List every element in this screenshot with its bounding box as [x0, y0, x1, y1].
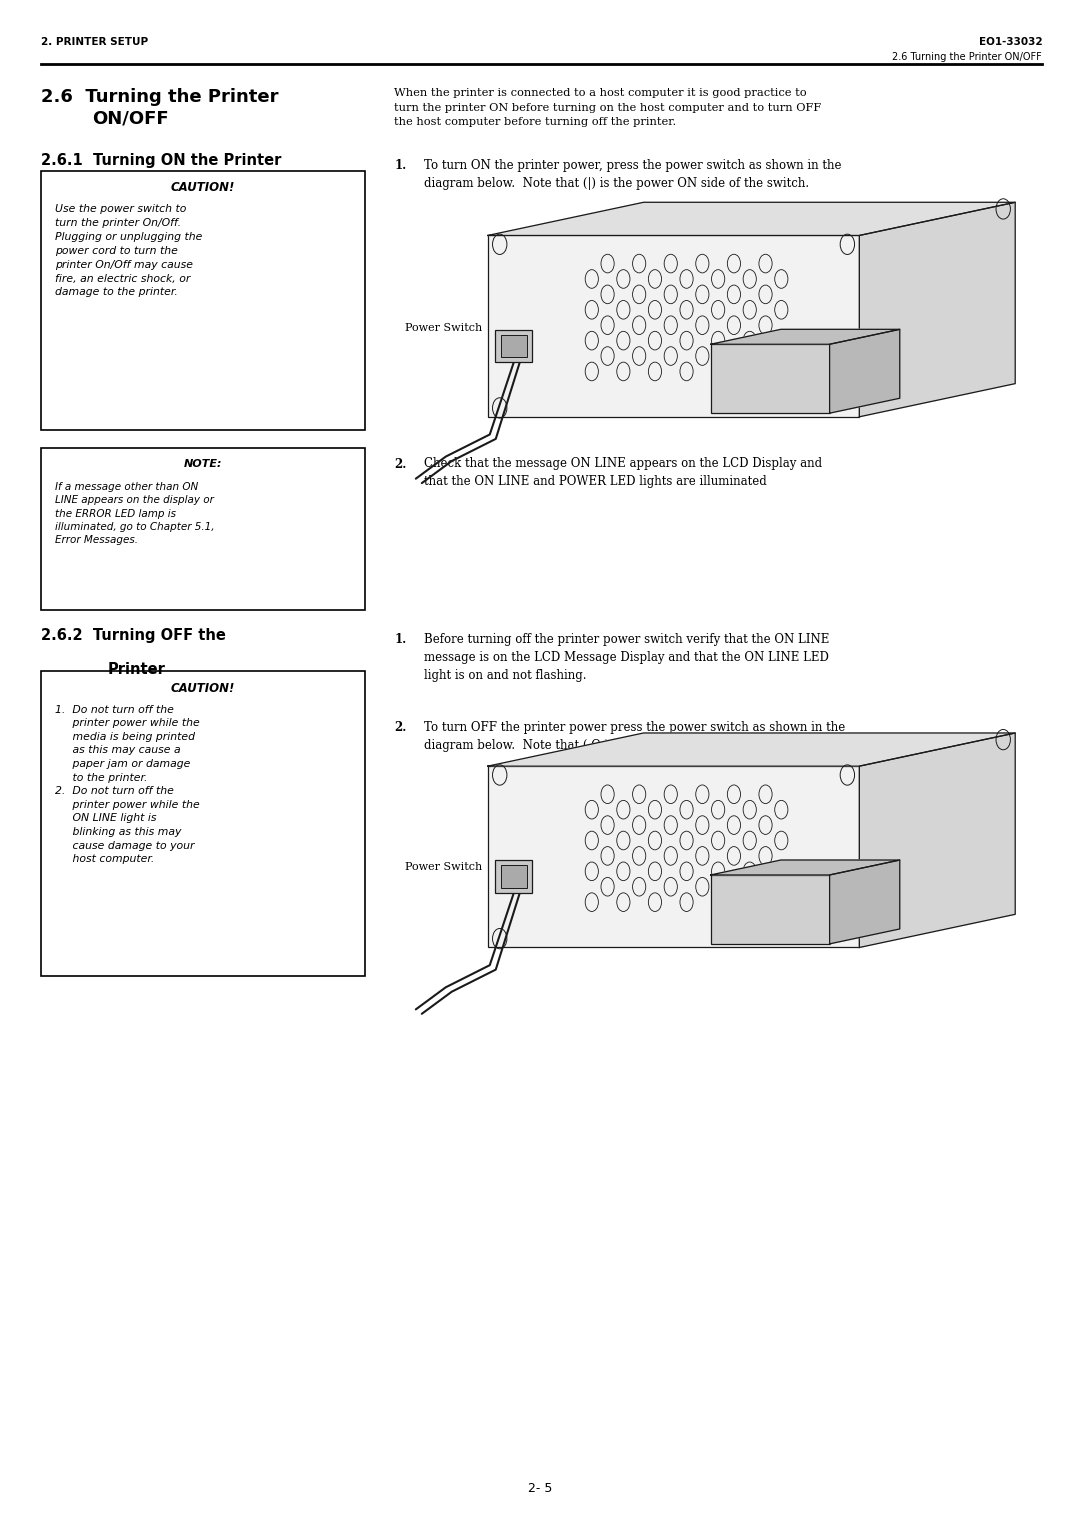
Text: NOTE:: NOTE: — [184, 459, 222, 470]
Text: To turn ON the printer power, press the power switch as shown in the
diagram bel: To turn ON the printer power, press the … — [424, 159, 842, 189]
Text: Check that the message ON LINE appears on the LCD Display and
that the ON LINE a: Check that the message ON LINE appears o… — [424, 458, 823, 488]
Text: If a message other than ON
LINE appears on the display or
the ERROR LED lamp is
: If a message other than ON LINE appears … — [55, 482, 215, 546]
Polygon shape — [488, 203, 1015, 235]
Bar — [41, 671, 365, 976]
Text: Power Switch: Power Switch — [405, 323, 483, 334]
Polygon shape — [829, 860, 900, 944]
Text: 2- 5: 2- 5 — [528, 1481, 552, 1494]
Text: CAUTION!: CAUTION! — [171, 682, 235, 695]
Bar — [41, 448, 365, 610]
Bar — [501, 334, 527, 357]
Polygon shape — [860, 734, 1015, 947]
Text: Printer: Printer — [108, 662, 166, 677]
Text: 2. PRINTER SETUP: 2. PRINTER SETUP — [41, 37, 148, 47]
Text: 2.6 Turning the Printer ON/OFF: 2.6 Turning the Printer ON/OFF — [892, 52, 1042, 63]
FancyBboxPatch shape — [488, 766, 860, 947]
Text: EO1-33032: EO1-33032 — [978, 37, 1042, 47]
Text: 2.: 2. — [394, 721, 406, 735]
Polygon shape — [860, 203, 1015, 416]
FancyBboxPatch shape — [488, 235, 860, 416]
Bar — [711, 875, 829, 944]
Polygon shape — [711, 860, 900, 875]
Bar — [495, 329, 532, 363]
Bar — [711, 345, 829, 413]
Polygon shape — [711, 329, 900, 345]
Text: When the printer is connected to a host computer it is good practice to
turn the: When the printer is connected to a host … — [394, 88, 822, 127]
Text: 2.6  Turning the Printer: 2.6 Turning the Printer — [41, 88, 279, 107]
Text: ON/OFF: ON/OFF — [92, 110, 168, 128]
Text: 1.: 1. — [394, 633, 406, 647]
Text: Before turning off the printer power switch verify that the ON LINE
message is o: Before turning off the printer power swi… — [424, 633, 829, 682]
Text: 1.  Do not turn off the
     printer power while the
     media is being printed: 1. Do not turn off the printer power whi… — [55, 705, 200, 865]
Bar — [495, 860, 532, 894]
Text: 2.6.1  Turning ON the Printer: 2.6.1 Turning ON the Printer — [41, 152, 282, 168]
Text: To turn OFF the printer power press the power switch as shown in the
diagram bel: To turn OFF the printer power press the … — [424, 721, 846, 752]
Text: Power Switch: Power Switch — [405, 862, 483, 872]
Text: Use the power switch to
turn the printer On/Off.
Plugging or unplugging the
powe: Use the power switch to turn the printer… — [55, 204, 202, 297]
Text: 1.: 1. — [394, 159, 406, 172]
Bar — [41, 171, 365, 430]
Text: 2.6.2  Turning OFF the: 2.6.2 Turning OFF the — [41, 628, 226, 644]
Polygon shape — [488, 734, 1015, 766]
Text: 2.: 2. — [394, 458, 406, 471]
Text: CAUTION!: CAUTION! — [171, 181, 235, 195]
Bar — [501, 865, 527, 888]
Polygon shape — [829, 329, 900, 413]
